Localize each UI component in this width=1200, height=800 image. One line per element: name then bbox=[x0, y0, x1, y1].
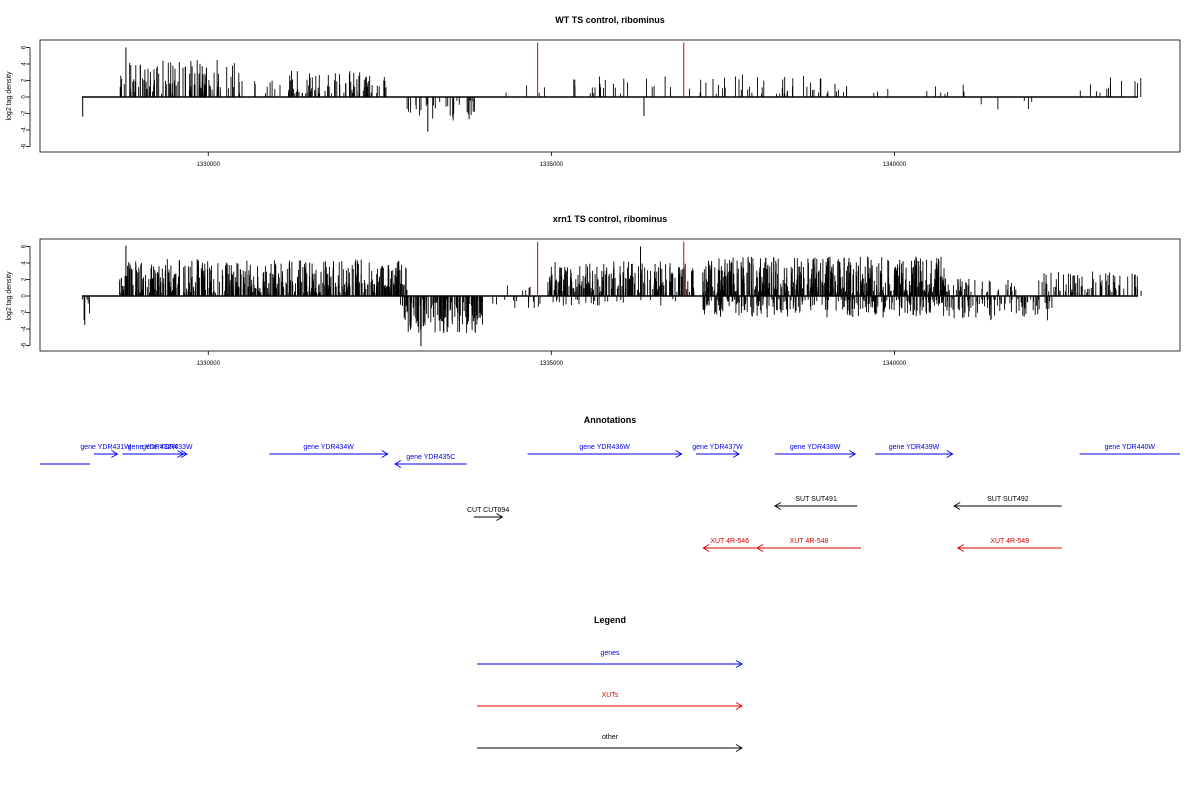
panel-xrn1: xrn1 TS control, ribominus -6 -4 -2 0 2 4 6 13… bbox=[6, 214, 1181, 367]
y-tick-label: -4 bbox=[22, 326, 28, 332]
panel-xrn1-bars bbox=[81, 241, 1142, 347]
panel-wt-frame bbox=[39, 39, 1181, 153]
x-tick-label: 1340000 bbox=[883, 361, 907, 367]
panel-wt-bars bbox=[82, 42, 1142, 132]
annotation-label: XUT 4R-546 bbox=[710, 538, 749, 545]
panel-wt-y-label: log2 tag density bbox=[6, 71, 13, 121]
y-tick-label: 4 bbox=[22, 261, 28, 265]
legend-entries: genes XUTs other bbox=[477, 650, 743, 752]
y-tick-label: -6 bbox=[22, 143, 28, 149]
panel-wt-x-axis: 1330000 1335000 1340000 bbox=[197, 152, 907, 168]
annotation-feature: gene YDR433W bbox=[142, 444, 193, 458]
annotation-feature: gene YDR437W bbox=[692, 444, 743, 458]
y-tick-label: 4 bbox=[22, 62, 28, 66]
annotation-label: gene YDR431W bbox=[80, 444, 131, 451]
annotation-feature: gene YDR436W bbox=[527, 444, 683, 458]
y-tick-label: -4 bbox=[22, 127, 28, 133]
annotation-feature: SUT SUT492 bbox=[953, 496, 1062, 510]
panel-xrn1-title: xrn1 TS control, ribominus bbox=[553, 214, 668, 224]
y-tick-label: 6 bbox=[22, 244, 28, 248]
annotation-feature: CUT CUT094 bbox=[467, 507, 509, 521]
legend-label: XUTs bbox=[602, 692, 619, 699]
y-tick-label: -6 bbox=[22, 342, 28, 348]
annotation-label: gene YDR434W bbox=[303, 444, 354, 451]
annotation-label: gene YDR436W bbox=[579, 444, 630, 451]
x-tick-label: 1340000 bbox=[883, 162, 907, 168]
legend: Legend genes XUTs other bbox=[477, 615, 743, 752]
annotation-label: CUT CUT094 bbox=[467, 507, 509, 514]
annotation-feature: XUT 4R-548 bbox=[756, 538, 861, 552]
legend-label: other bbox=[602, 734, 619, 741]
panel-xrn1-y-label: log2 tag density bbox=[6, 271, 13, 321]
panel-wt-y-axis: -6 -4 -2 0 2 4 6 bbox=[22, 45, 31, 149]
panel-wt-title: WT TS control, ribominus bbox=[555, 15, 665, 25]
y-tick-label: 2 bbox=[22, 277, 28, 281]
legend-label: genes bbox=[600, 650, 620, 657]
annotation-label: gene YDR433W bbox=[142, 444, 193, 451]
annotation-feature: gene YDR431W bbox=[80, 444, 131, 458]
annotation-feature: XUT 4R-549 bbox=[956, 538, 1062, 552]
annotations-title: Annotations bbox=[584, 415, 637, 425]
y-tick-label: 6 bbox=[22, 45, 28, 49]
annotation-feature: gene YDR440W bbox=[1079, 444, 1180, 455]
y-tick-label: 0 bbox=[22, 294, 28, 298]
annotation-feature: SUT SUT491 bbox=[774, 496, 858, 510]
x-tick-label: 1335000 bbox=[540, 162, 564, 168]
annotation-label: SUT SUT492 bbox=[987, 496, 1029, 503]
annotation-label: gene YDR440W bbox=[1105, 444, 1156, 451]
annotation-label: SUT SUT491 bbox=[795, 496, 837, 503]
panel-wt: WT TS control, ribominus -6 -4 -2 0 2 4 6 1330… bbox=[6, 15, 1181, 168]
legend-entry: genes bbox=[477, 650, 743, 668]
legend-title: Legend bbox=[594, 615, 626, 625]
annotation-feature: gene YDR435C bbox=[394, 454, 467, 468]
x-tick-label: 1330000 bbox=[197, 162, 221, 168]
annotation-feature: gene YDR438W bbox=[774, 444, 857, 458]
annotation-label: gene YDR437W bbox=[692, 444, 743, 451]
y-tick-label: 0 bbox=[22, 95, 28, 99]
annotation-label: XUT 4R-548 bbox=[790, 538, 829, 545]
y-tick-label: 2 bbox=[22, 78, 28, 82]
panel-xrn1-frame bbox=[39, 238, 1181, 352]
annotation-label: gene YDR432W bbox=[128, 444, 179, 451]
annotation-feature: gene YDR439W bbox=[875, 444, 954, 458]
y-tick-label: -2 bbox=[22, 309, 28, 315]
panel-xrn1-y-axis: -6 -4 -2 0 2 4 6 bbox=[22, 244, 31, 348]
annotation-label: gene YDR435C bbox=[406, 454, 455, 461]
panel-xrn1-x-axis: 1330000 1335000 1340000 bbox=[197, 351, 907, 367]
x-tick-label: 1335000 bbox=[540, 361, 564, 367]
annotation-label: gene YDR438W bbox=[790, 444, 841, 451]
legend-entry: XUTs bbox=[477, 692, 743, 710]
annotation-label: gene YDR439W bbox=[889, 444, 940, 451]
y-tick-label: -2 bbox=[22, 110, 28, 116]
annotation-feature: gene YDR434W bbox=[269, 444, 389, 458]
annotation-feature: XUT 4R-546 bbox=[702, 538, 757, 552]
annotation-label: XUT 4R-549 bbox=[990, 538, 1029, 545]
x-tick-label: 1330000 bbox=[197, 361, 221, 367]
legend-entry: other bbox=[477, 734, 743, 752]
